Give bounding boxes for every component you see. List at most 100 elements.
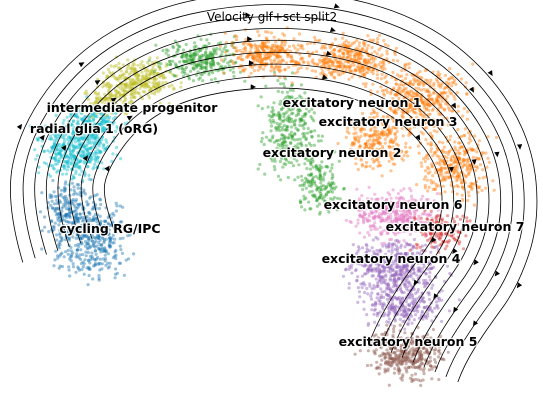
cell-point [343,48,347,52]
cell-point [74,144,78,148]
cell-point [87,258,91,262]
cell-point [74,199,78,203]
cell-point [373,50,377,54]
cell-point [62,202,66,206]
cell-point [42,149,46,154]
cell-point [80,136,84,141]
cell-point [82,233,86,237]
cell-point [80,242,84,246]
cell-point [64,172,68,176]
cell-point [108,237,113,241]
cell-point [318,60,322,64]
cell-point [274,139,278,143]
cell-point [122,229,126,233]
cell-point [409,189,413,193]
cell-point [425,165,429,170]
cell-point [358,231,362,235]
cell-point [84,239,88,244]
cell-point [86,242,91,246]
cell-point [254,57,258,61]
cell-point [426,189,430,193]
cell-point [414,242,418,246]
cell-point [85,214,89,219]
cell-point [28,124,32,128]
cell-point [104,249,108,253]
cell-point [71,144,75,148]
cell-point [79,257,83,261]
cell-point [100,243,104,247]
cell-point [276,67,280,71]
cell-point [66,231,70,235]
cell-point [55,238,59,242]
cell-point [319,187,323,192]
cell-point [434,97,439,101]
cell-point [50,137,54,141]
cell-point [106,266,110,270]
cell-point [260,59,264,63]
cell-point [321,70,325,74]
cell-point [460,145,464,149]
cell-point [111,256,116,260]
cell-point [82,188,86,192]
cell-point [138,86,142,91]
cell-point [375,73,379,77]
cell-point [71,222,75,227]
cell-point [375,52,379,56]
cell-point [365,247,369,251]
cell-point [85,241,89,245]
cell-point [306,126,310,131]
cell-point [180,55,184,59]
cell-point [298,137,302,141]
cell-point [121,236,125,240]
cell-point [93,249,97,253]
cell-point [114,145,119,150]
cell-point [66,159,70,163]
cell-point [87,243,91,247]
cell-point [89,141,93,145]
cell-point [326,190,330,194]
cell-point [426,142,430,146]
cell-point [75,182,79,187]
cell-point [53,207,57,211]
cell-point [59,149,63,153]
cell-point [74,236,78,240]
cell-point [79,224,83,228]
cell-point [354,224,358,228]
cell-point [79,126,83,130]
cell-point [290,81,294,85]
cell-point [60,206,64,210]
cell-point [161,81,165,85]
cell-point [76,202,80,206]
cell-point [430,162,434,166]
cell-point [70,227,74,231]
cell-point [59,252,63,256]
cell-point [85,229,89,233]
cell-point [87,160,91,164]
cell-point [119,157,123,161]
cell-point [432,91,436,95]
cell-point [377,212,381,216]
cell-point [87,259,91,263]
cell-point [105,227,109,231]
cell-point [61,135,65,139]
cell-point [93,91,97,95]
cell-point [79,129,83,134]
cell-point [287,44,292,49]
cell-point [50,220,54,224]
cell-point [433,245,437,249]
cell-point [76,138,80,142]
cell-point [204,53,208,57]
cell-point [395,265,399,269]
cell-point [55,201,59,205]
cell-point [89,245,93,249]
cell-point [97,247,101,251]
cell-point [77,142,81,146]
cell-point [281,59,285,63]
cell-point [385,49,389,53]
cell-point [313,38,317,43]
cell-point [68,136,72,140]
cell-point [81,150,85,154]
cell-point [391,188,395,192]
cell-point [401,134,405,138]
cell-point [360,285,364,290]
